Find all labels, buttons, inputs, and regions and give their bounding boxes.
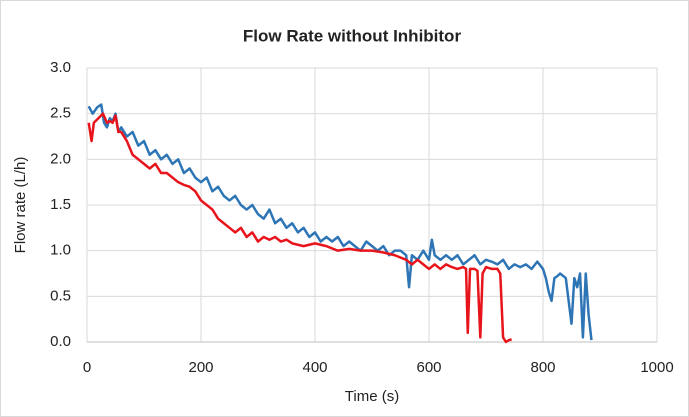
x-tick-label: 200 bbox=[188, 359, 213, 376]
x-tick-label: 1000 bbox=[640, 359, 673, 376]
y-tick-label: 1.0 bbox=[50, 242, 71, 259]
y-axis-title: Flow rate (L/h) bbox=[12, 157, 29, 254]
y-tick-label: 2.5 bbox=[50, 105, 71, 122]
data-line bbox=[87, 112, 513, 344]
x-tick-label: 400 bbox=[302, 359, 327, 376]
data-line bbox=[87, 103, 593, 341]
y-tick-label: 0.0 bbox=[50, 333, 71, 350]
x-tick-label: 600 bbox=[416, 359, 441, 376]
y-tick-label: 3.0 bbox=[50, 59, 71, 76]
y-tick-label: 2.0 bbox=[50, 150, 71, 167]
y-tick-label: 0.5 bbox=[50, 287, 71, 304]
x-tick-label: 0 bbox=[83, 359, 91, 376]
y-tick-label: 1.5 bbox=[50, 196, 71, 213]
x-tick-label: 800 bbox=[530, 359, 555, 376]
x-axis-title: Time (s) bbox=[345, 388, 399, 405]
chart-title: Flow Rate without Inhibitor bbox=[243, 26, 462, 45]
